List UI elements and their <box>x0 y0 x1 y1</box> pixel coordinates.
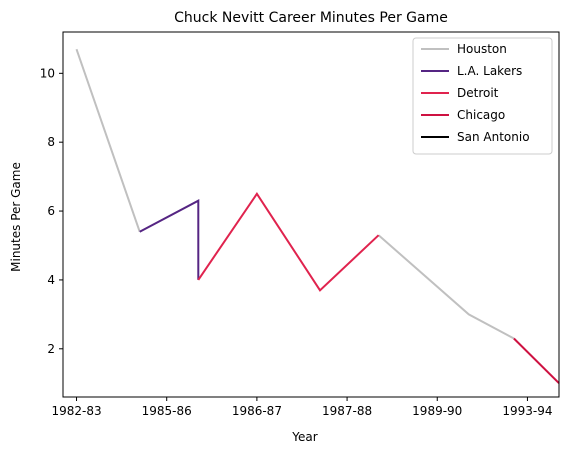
x-axis-title: Year <box>291 430 317 444</box>
legend-label-detroit: Detroit <box>457 86 499 100</box>
series-line-chicago-0 <box>513 337 560 384</box>
y-tick-label: 10 <box>40 66 55 80</box>
series-line-l-a-lakers-0 <box>139 199 200 280</box>
y-tick-label: 6 <box>47 204 55 218</box>
series-line-houston-1 <box>377 234 515 340</box>
y-tick-label: 4 <box>47 273 55 287</box>
legend: Houston L.A. Lakers Detroit Chicago San Anto… <box>412 37 553 155</box>
plot-area <box>75 48 560 384</box>
x-tick-label: 1986-87 <box>232 404 282 418</box>
x-axis: 1982-83 1985-86 1986-87 1987-88 1989-90 1993-… <box>51 397 553 418</box>
x-tick-label: 1987-88 <box>322 404 372 418</box>
legend-box <box>412 37 553 155</box>
legend-label-houston: Houston <box>457 42 507 56</box>
series-line-houston-0 <box>75 48 141 233</box>
chart-title: Chuck Nevitt Career Minutes Per Game <box>174 10 448 26</box>
series-line-detroit-0 <box>197 191 380 292</box>
x-tick-label: 1985-86 <box>142 404 192 418</box>
y-tick-label: 2 <box>47 342 55 356</box>
y-tick-label: 8 <box>47 135 55 149</box>
x-tick-label: 1989-90 <box>412 404 462 418</box>
legend-label-san-antonio: San Antonio <box>457 130 530 144</box>
y-axis: 2 4 6 8 10 <box>40 66 63 356</box>
legend-label-chicago: Chicago <box>457 108 505 122</box>
plot-frame <box>62 31 560 398</box>
x-tick-label: 1993-94 <box>502 404 552 418</box>
x-tick-label: 1982-83 <box>51 404 101 418</box>
legend-label-l-a-lakers: L.A. Lakers <box>457 64 522 78</box>
y-axis-title: Minutes Per Game <box>9 162 23 272</box>
